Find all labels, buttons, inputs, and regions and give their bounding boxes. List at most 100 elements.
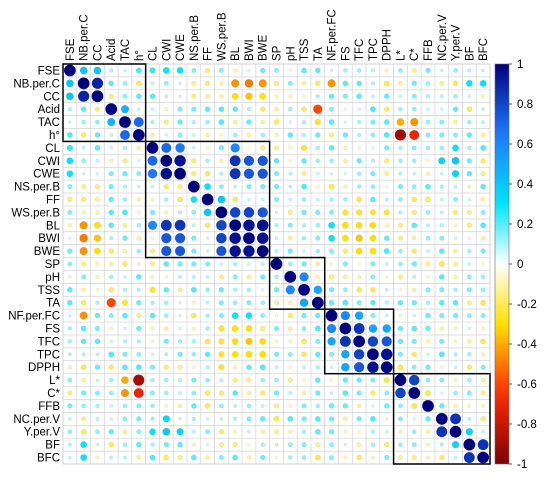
correlation-circle-C*-FF (204, 390, 211, 396)
correlation-circle-SP-DPPH (384, 262, 389, 266)
correlation-circle-FS-BFC (481, 326, 486, 331)
correlation-circle-DPPH-FS (341, 362, 350, 372)
colorbar-tick-label: 1 (517, 59, 523, 71)
correlation-circle-BWE-BL (229, 245, 242, 257)
correlation-circle-NB.per.C-h° (136, 80, 142, 87)
correlation-circle-FF-BFC (480, 197, 486, 202)
correlation-circle-CL-TSS (300, 144, 308, 152)
correlation-circle-TPC-WS.per.B (218, 351, 225, 358)
correlation-circle-TAC-pH (288, 120, 292, 124)
correlation-circle-TFC-WS.per.B (218, 338, 225, 345)
correlation-circle-NB.per.C-Acid (108, 80, 115, 87)
correlation-circle-FS-BWI (245, 325, 253, 332)
correlation-circle-NS.per.B-L* (397, 183, 404, 190)
correlation-circle-BWI-FSE (68, 236, 72, 240)
correlation-circle-Y.per.V-Acid (108, 428, 114, 435)
correlation-circle-TPC-FFB (426, 352, 430, 356)
correlation-circle-BF-FFB (426, 442, 430, 447)
correlation-circle-Y.per.V-pH (288, 429, 293, 434)
correlation-circle-NS.per.B-NF.per.FC (328, 183, 335, 190)
correlation-circle-TA-C* (411, 300, 417, 306)
correlation-circle-FFB-NS.per.B (191, 403, 197, 409)
correlation-circle-DPPH-TA (315, 365, 320, 370)
correlation-circle-NB.per.C-CC (91, 77, 104, 90)
correlation-circle-BL-TSS (301, 223, 307, 228)
correlation-circle-BWI-FFB (425, 235, 431, 241)
column-label: NF.per.FC (327, 9, 339, 61)
correlation-circle-C*-NB.per.C (80, 390, 87, 396)
correlation-circle-FS-CC (94, 325, 101, 332)
correlation-circle-BFC-FFB (426, 455, 430, 460)
correlation-circle-TSS-Y.per.V (453, 287, 458, 293)
correlation-circle-h°-FFB (425, 132, 431, 138)
correlation-circle-DPPH-FFB (425, 364, 431, 370)
correlation-circle-Acid-BL (232, 106, 239, 112)
correlation-circle-CC-BF (467, 94, 472, 99)
correlation-circle-NB.per.C-FFB (425, 81, 431, 86)
correlation-circle-WS.per.B-BL (229, 206, 241, 218)
correlation-circle-L*-BFC (480, 377, 486, 383)
correlation-circle-Y.per.V-CWI (162, 427, 171, 436)
correlation-circle-FSE-BF (467, 68, 472, 73)
correlation-circle-DPPH-NS.per.B (192, 365, 196, 369)
correlation-circle-CC-CWI (164, 94, 169, 99)
correlation-circle-BFC-BWE (260, 454, 266, 461)
correlation-circle-BFC-NB.per.C (80, 454, 88, 461)
correlation-circle-TSS-TPC (370, 286, 376, 293)
correlation-circle-TSS-FS (342, 287, 348, 293)
correlation-circle-NB.per.C-WS.per.B (219, 81, 224, 86)
correlation-circle-TFC-FF (204, 338, 211, 345)
correlation-circle-pH-BWI (246, 274, 252, 280)
correlation-circle-FF-BF (467, 197, 471, 202)
correlation-circle-FF-SP (273, 196, 280, 203)
correlation-circle-L*-BL (232, 377, 238, 383)
correlation-circle-CWE-FF (204, 170, 211, 177)
correlation-circle-TFC-TSS (301, 338, 307, 345)
correlation-circle-NF.per.FC-FS (340, 310, 351, 321)
correlation-circle-BWE-BWI (243, 245, 255, 257)
correlation-circle-FF-DPPH (384, 197, 389, 202)
correlation-circle-TFC-DPPH (381, 336, 392, 347)
correlation-circle-TA-TAC (121, 299, 129, 306)
correlation-circle-CWI-FFB (426, 158, 430, 163)
correlation-circle-BF-FSE (67, 442, 72, 447)
correlation-circle-FF-CC (95, 197, 100, 202)
correlation-circle-BWI-CWI (161, 232, 172, 244)
correlation-circle-BFC-C* (411, 455, 417, 461)
correlation-circle-CC-FFB (425, 94, 431, 99)
correlation-circle-Acid-C* (411, 106, 417, 112)
correlation-circle-pH-FFB (426, 275, 430, 279)
correlation-circle-SP-BWI (247, 262, 251, 266)
correlation-circle-FS-WS.per.B (218, 325, 225, 332)
correlation-circle-BL-BL (229, 219, 242, 232)
column-label: FF (203, 47, 215, 61)
correlation-circle-BL-CWI (160, 219, 172, 231)
correlation-circle-BL-FF (204, 222, 211, 229)
correlation-circle-TA-CL (150, 300, 155, 305)
correlation-circle-NC.per.V-CC (95, 416, 100, 421)
correlation-circle-WS.per.B-SP (274, 210, 279, 215)
correlation-circle-h°-NB.per.C (80, 132, 87, 138)
correlation-circle-CWI-TFC (356, 158, 362, 164)
colorbar-tick-label: -1 (517, 459, 527, 471)
correlation-circle-CL-TA (315, 145, 321, 151)
correlation-circle-BWI-pH (287, 235, 293, 241)
correlation-circle-C*-BL (232, 390, 239, 396)
correlation-circle-pH-SP (274, 274, 279, 280)
correlation-circle-BWI-CC (93, 234, 102, 242)
correlation-circle-BWE-CWI (161, 245, 172, 257)
correlation-circle-NF.per.FC-C* (412, 313, 416, 318)
correlation-circle-NF.per.FC-BWE (260, 313, 266, 319)
correlation-circle-CWE-L* (398, 171, 403, 176)
correlation-circle-Acid-NC.per.V (440, 107, 444, 111)
correlation-circle-BWI-TA (315, 235, 321, 241)
correlation-circle-FS-CWE (178, 326, 182, 331)
correlation-circle-Y.per.V-CWE (176, 428, 184, 436)
correlation-circle-BWE-L* (398, 248, 403, 254)
correlation-circle-NC.per.V-CWI (162, 415, 170, 423)
correlation-circle-NS.per.B-CWE (177, 183, 183, 190)
correlation-circle-NS.per.B-TPC (370, 184, 376, 189)
correlation-circle-TA-TPC (370, 299, 376, 306)
correlation-circle-NS.per.B-NS.per.B (187, 180, 200, 193)
row-label: h° (49, 130, 60, 142)
